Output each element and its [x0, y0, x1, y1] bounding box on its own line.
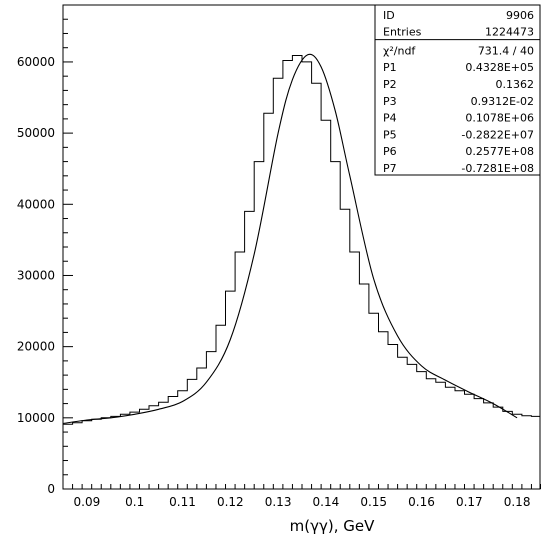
x-tick-label: 0.09: [74, 495, 101, 509]
stats-value: 0.1078E+06: [465, 112, 534, 125]
x-axis-label: m(γγ), GeV: [290, 517, 375, 535]
y-tick-label: 20000: [17, 340, 55, 354]
stats-value: 731.4 / 40: [478, 44, 534, 57]
x-tick-label: 0.1: [125, 495, 144, 509]
stats-label: Entries: [383, 26, 422, 39]
stats-label: ID: [383, 9, 395, 22]
x-tick-label: 0.16: [408, 495, 435, 509]
stats-value: 0.1362: [496, 78, 535, 91]
stats-value: 9906: [506, 9, 534, 22]
stats-label: P6: [383, 145, 397, 158]
x-tick-label: 0.18: [504, 495, 531, 509]
y-tick-label: 60000: [17, 55, 55, 69]
x-tick-label: 0.14: [313, 495, 340, 509]
x-tick-label: 0.17: [456, 495, 483, 509]
plot-frame: [62, 4, 541, 490]
histogram-series: [63, 55, 540, 425]
x-tick-label: 0.12: [217, 495, 244, 509]
stats-box: ID 9906 Entries 1224473 χ²/ndf 731.4 / 40 P1 0.…: [374, 4, 541, 176]
x-tick-label: 0.11: [169, 495, 196, 509]
y-tick-label: 30000: [17, 268, 55, 282]
x-tick-label: 0.13: [265, 495, 292, 509]
stats-label: P4: [383, 112, 397, 125]
stats-value: 1224473: [485, 26, 534, 39]
stats-label: P1: [383, 61, 397, 74]
y-tick-label: 10000: [17, 411, 55, 425]
y-tick-label: 40000: [17, 197, 55, 211]
stats-value: 0.9312E-02: [471, 95, 534, 108]
stats-label: P2: [383, 78, 397, 91]
stats-box-frame: [374, 4, 541, 176]
stats-value: -0.2822E+07: [461, 128, 534, 141]
stats-label: P3: [383, 95, 397, 108]
stats-label: χ²/ndf: [383, 44, 416, 57]
stats-label: P7: [383, 162, 397, 175]
stats-value: 0.4328E+05: [465, 61, 534, 74]
tick-labels: 0 10000 20000 30000 40000 50000 60000 0.09 0.1 0.…: [17, 55, 531, 509]
stats-label: P5: [383, 128, 397, 141]
stats-value: -0.7281E+08: [461, 162, 534, 175]
y-tick-label: 0: [47, 482, 55, 496]
fit-curve: [62, 53, 518, 425]
axis-ticks: [62, 4, 541, 490]
stats-value: 0.2577E+08: [465, 145, 534, 158]
y-tick-label: 50000: [17, 126, 55, 140]
x-tick-label: 0.15: [360, 495, 387, 509]
